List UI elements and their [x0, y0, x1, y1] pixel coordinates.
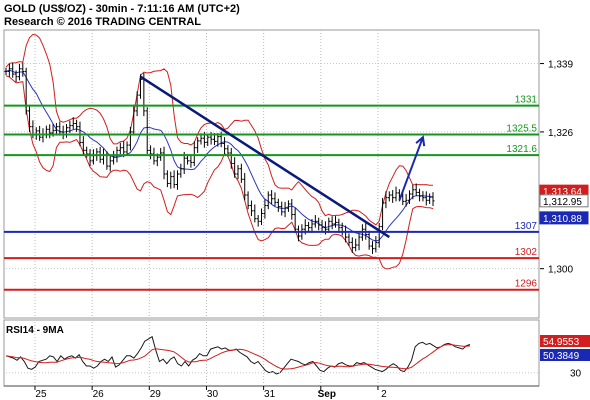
price-badge [539, 194, 589, 208]
y-tick-label: 1,326 [548, 128, 573, 139]
price-panel-frame [3, 29, 540, 319]
rsi-badge [540, 335, 590, 347]
rsi-panel: 30 54.9553 50.3849 [5, 335, 590, 380]
x-tick-label: 25 [35, 389, 47, 400]
level-label: 1307 [515, 221, 538, 232]
rsi-line [5, 335, 471, 375]
rsi-label: RSI14 - 9MA [6, 325, 64, 336]
upper-band [5, 33, 433, 226]
level-label: 1321.6 [506, 144, 537, 155]
projection-arrow [398, 136, 424, 201]
x-tick-label: 26 [93, 389, 105, 400]
level-label: 1296 [515, 279, 538, 290]
chart-title: GOLD (US$/OZ) - 30min - 7:11:16 AM (UTC+… [4, 3, 240, 15]
level-label: 1325.5 [506, 124, 537, 135]
rsi-badge [540, 349, 590, 361]
chart-subtitle: Research © 2016 TRADING CENTRAL [4, 16, 201, 28]
y-tick-label: 1,339 [548, 60, 573, 71]
support-resistance-levels: 1331 1325.5 1321.6 1307 1302 1296 [4, 95, 539, 291]
price-badge-label: 1,313.64 [543, 187, 582, 198]
ma-line [5, 69, 434, 242]
x-tick-label: Sep [318, 389, 336, 400]
y-tick-label: 1,300 [548, 265, 573, 276]
x-axis: 25 26 29 30 31 Sep 2 [34, 386, 387, 400]
rsi-panel-frame [3, 319, 540, 387]
arrow-head [415, 135, 426, 147]
x-tick-label: 30 [207, 389, 219, 400]
price-bars [4, 62, 435, 254]
bollinger-envelope [5, 33, 434, 270]
price-badge [539, 211, 589, 225]
moving-average [5, 69, 434, 242]
y-axis: 1,339 1,326 1,300 [540, 60, 573, 276]
trendline-group [139, 75, 426, 239]
rsi-badge-label: 54.9553 [543, 337, 580, 348]
price-badge-label: 1,312.95 [543, 197, 582, 208]
grid [6, 30, 539, 384]
rsi-tick-label: 30 [570, 369, 582, 380]
x-tick-label: 29 [150, 389, 162, 400]
x-tick-label: 2 [381, 389, 387, 400]
price-badges: 1,313.641,312.95 1,310.88 [539, 184, 589, 225]
level-label: 1302 [515, 247, 538, 258]
trendline [139, 75, 390, 239]
price-badge-label: 1,310.88 [543, 214, 582, 225]
level-label: 1331 [515, 95, 538, 106]
lower-band [5, 75, 434, 270]
x-tick-label: 31 [264, 389, 276, 400]
rsi-badge-label: 50.3849 [543, 351, 580, 362]
rsi-ma-line [5, 344, 471, 370]
